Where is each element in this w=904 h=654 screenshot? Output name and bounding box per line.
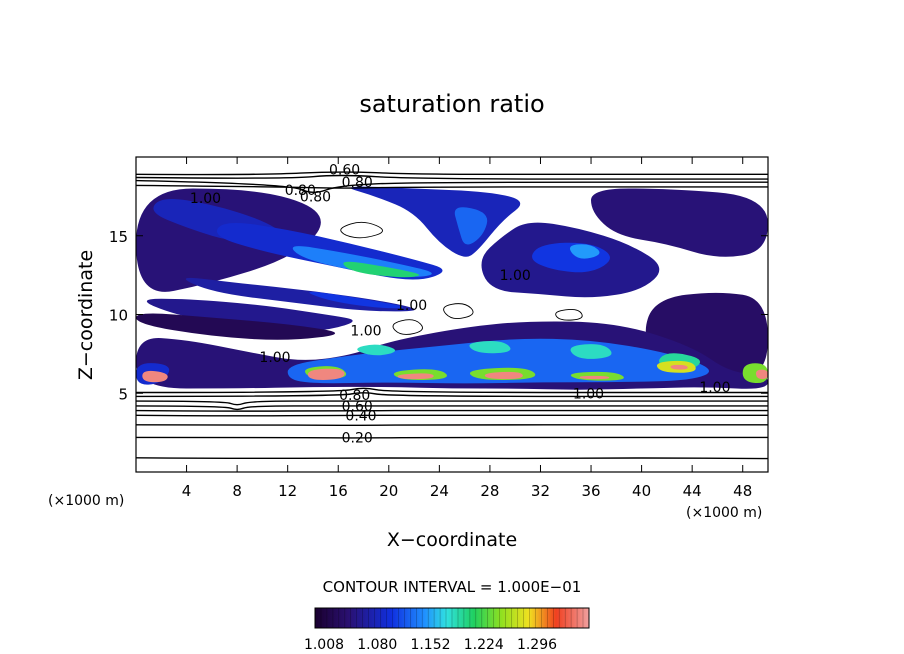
chart-title: saturation ratio <box>359 90 544 118</box>
x-tick-label-20: 20 <box>379 482 398 500</box>
filled-region-36 <box>755 369 768 380</box>
colorbar-tick-2: 1.080 <box>357 637 397 653</box>
y-axis-ticks: 5 10 15 <box>109 228 768 403</box>
contour-label-9: 1.00 <box>396 298 427 314</box>
contour-label-13: 0.80 <box>342 175 373 191</box>
x-tick-label-8: 8 <box>232 482 242 500</box>
colorbar-tick-3: 1.152 <box>410 637 450 653</box>
contour-label-3: 0.60 <box>342 399 373 415</box>
filled-region-35 <box>670 364 688 370</box>
colorbar-ticks: 1.008 1.080 1.152 1.224 1.296 <box>304 637 557 653</box>
filled-region-34 <box>579 375 610 380</box>
contour-line-11 <box>136 174 768 180</box>
colorbar-tick-5: 1.296 <box>517 637 557 653</box>
x-tick-label-24: 24 <box>430 482 449 500</box>
contour-line-16 <box>555 308 583 321</box>
contour-line-15 <box>443 303 474 320</box>
x-tick-label-32: 32 <box>531 482 550 500</box>
filled-region-30 <box>142 370 168 383</box>
contour-line-1 <box>136 457 768 460</box>
filled-region-20 <box>357 344 396 356</box>
filled-region-22 <box>570 344 612 359</box>
contour-label-15: 0.80 <box>300 189 331 205</box>
contour-label-1: 0.20 <box>342 430 373 446</box>
colorbar-steps <box>320 608 584 628</box>
y-unit-label: (×1000 m) <box>48 493 124 509</box>
filled-region-12 <box>591 188 768 257</box>
x-tick-label-4: 4 <box>182 482 192 500</box>
contour-label-7: 1.00 <box>259 350 290 366</box>
x-tick-label-16: 16 <box>329 482 348 500</box>
contour-line-7 <box>136 400 768 406</box>
contour-line-13 <box>136 184 768 189</box>
contour-line-17 <box>392 319 423 335</box>
x-tick-label-48: 48 <box>733 482 752 500</box>
contour-line-9 <box>136 387 768 394</box>
contour-label-14: 0.80 <box>285 183 316 199</box>
colorbar <box>314 607 590 629</box>
x-axis-ticks: 4 8 12 16 20 24 28 32 36 40 44 48 <box>182 157 752 500</box>
contour-label-12: 0.60 <box>329 163 360 179</box>
x-tick-label-44: 44 <box>683 482 702 500</box>
filled-region-15 <box>570 244 600 259</box>
contour-labels: 0.200.400.600.80 1.00 1.001.001.001.001.00… <box>190 163 731 447</box>
y-tick-label-10: 10 <box>109 307 128 325</box>
contour-line-4 <box>136 414 768 417</box>
x-axis-label: X−coordinate <box>387 529 517 551</box>
filled-region-32 <box>397 373 434 380</box>
y-axis-label: Z−coordinate <box>75 250 97 380</box>
contour-interval-label: CONTOUR INTERVAL = 1.000E−01 <box>323 578 582 596</box>
y-tick-label-15: 15 <box>109 228 128 246</box>
filled-region-31 <box>307 368 345 380</box>
filled-region-21 <box>469 340 511 354</box>
y-tick-label-5: 5 <box>118 385 128 403</box>
x-tick-label-40: 40 <box>632 482 651 500</box>
contour-line-5 <box>136 409 768 412</box>
filled-region-3 <box>136 313 336 340</box>
contour-label-10: 1.00 <box>500 268 531 284</box>
contour-line-12 <box>136 179 768 193</box>
contour-line-10 <box>136 171 768 176</box>
x-tick-label-12: 12 <box>278 482 297 500</box>
filled-region-7 <box>343 261 420 278</box>
contour-label-11: 1.00 <box>190 191 221 207</box>
contour-line-14 <box>340 221 383 239</box>
filled-contours <box>136 186 768 390</box>
contour-line-3 <box>136 424 768 426</box>
colorbar-tick-4: 1.224 <box>464 637 504 653</box>
filled-region-11 <box>454 207 488 245</box>
contour-label-6: 1.00 <box>699 380 730 396</box>
contour-line-8 <box>136 392 768 398</box>
contour-label-4: 0.80 <box>339 388 370 404</box>
filled-region-10 <box>350 186 521 257</box>
filled-region-33 <box>484 371 523 380</box>
x-tick-label-28: 28 <box>480 482 499 500</box>
contour-label-5: 1.00 <box>573 386 604 402</box>
filled-region-9 <box>309 291 404 309</box>
x-tick-label-36: 36 <box>581 482 600 500</box>
contour-line-2 <box>136 436 768 439</box>
x-unit-label: (×1000 m) <box>686 505 762 521</box>
contour-lines <box>136 171 768 460</box>
contour-line-6 <box>136 405 768 411</box>
contour-label-2: 0.40 <box>345 408 376 424</box>
filled-region-2 <box>146 298 353 332</box>
colorbar-tick-1: 1.008 <box>304 637 344 653</box>
contour-label-8: 1.00 <box>350 323 381 339</box>
